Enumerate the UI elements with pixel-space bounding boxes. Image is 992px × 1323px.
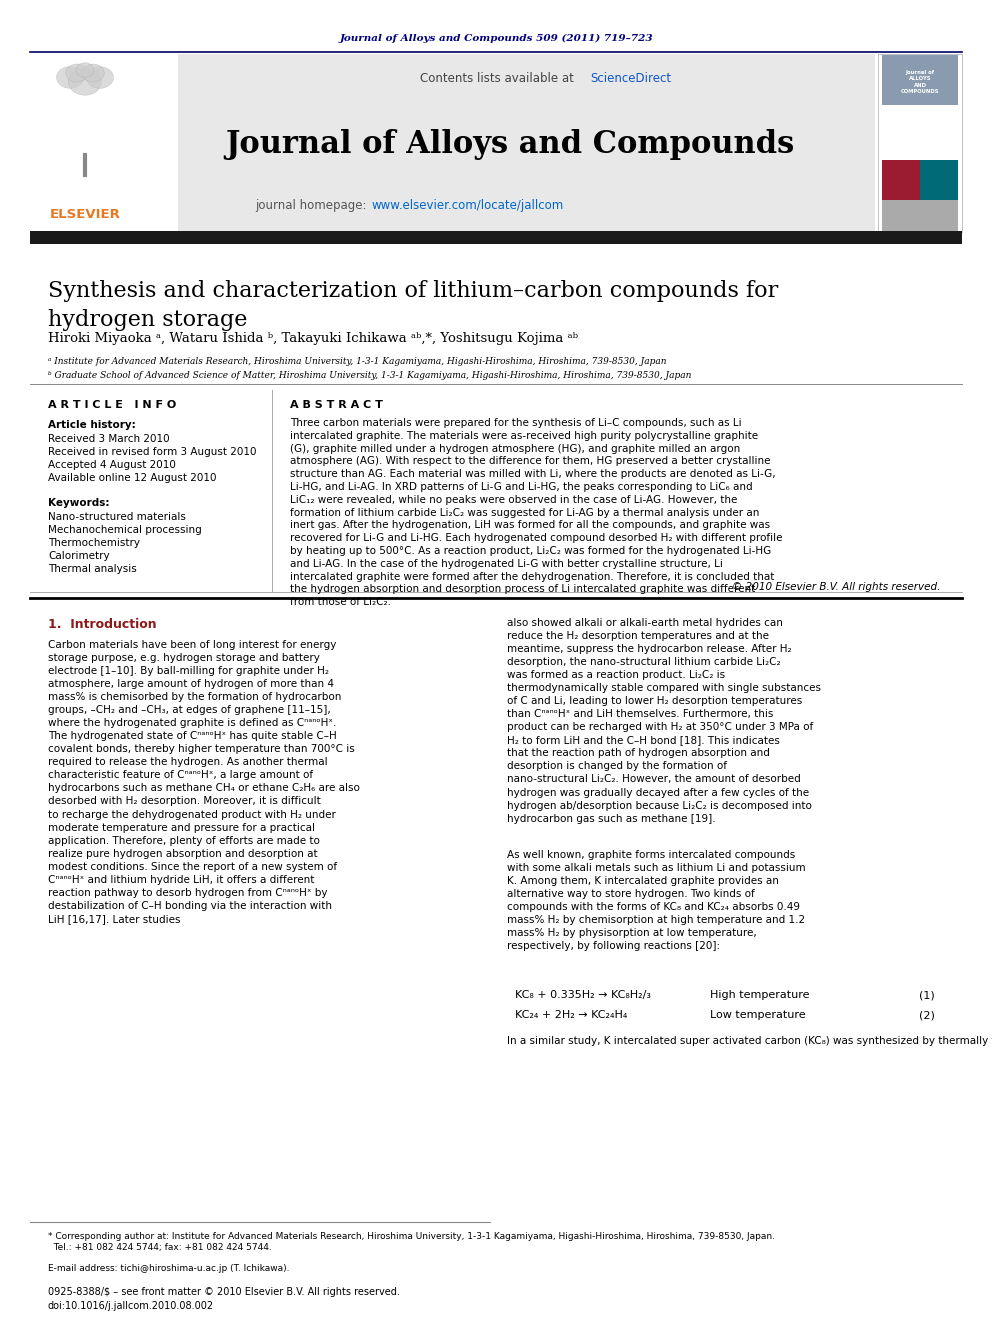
Text: (1): (1) [920, 990, 935, 1000]
Text: (2): (2) [920, 1009, 935, 1020]
Text: E-mail address: tichi@hiroshima-u.ac.jp (T. Ichikawa).: E-mail address: tichi@hiroshima-u.ac.jp … [48, 1263, 290, 1273]
Text: ScienceDirect: ScienceDirect [590, 71, 672, 85]
Text: also showed alkali or alkali-earth metal hydrides can
reduce the H₂ desorption t: also showed alkali or alkali-earth metal… [507, 618, 821, 824]
Text: High temperature: High temperature [710, 990, 809, 1000]
Bar [30, 54, 875, 232]
Bar [878, 54, 962, 232]
Text: Hiroki Miyaoka ᵃ, Wataru Ishida ᵇ, Takayuki Ichikawa ᵃᵇ,*, Yoshitsugu Kojima ᵃᵇ: Hiroki Miyaoka ᵃ, Wataru Ishida ᵇ, Takay… [48, 332, 578, 345]
Text: ᵃ Institute for Advanced Materials Research, Hiroshima University, 1-3-1 Kagamiy: ᵃ Institute for Advanced Materials Resea… [48, 357, 667, 366]
Text: 1.  Introduction: 1. Introduction [48, 618, 157, 631]
Text: Journal of Alloys and Compounds: Journal of Alloys and Compounds [225, 130, 795, 160]
Ellipse shape [81, 64, 104, 82]
Bar [30, 54, 178, 232]
Text: Thermochemistry: Thermochemistry [48, 538, 140, 548]
Text: Carbon materials have been of long interest for energy
storage purpose, e.g. hyd: Carbon materials have been of long inter… [48, 640, 360, 923]
Text: Low temperature: Low temperature [710, 1009, 806, 1020]
Ellipse shape [68, 69, 101, 95]
Text: In a similar study, K intercalated super activated carbon (KC₈) was synthesized : In a similar study, K intercalated super… [507, 1036, 992, 1046]
Text: ELSEVIER: ELSEVIER [50, 209, 120, 221]
Bar [882, 105, 958, 160]
Bar [882, 200, 958, 232]
Bar [30, 232, 962, 243]
Text: A R T I C L E   I N F O: A R T I C L E I N F O [48, 400, 177, 410]
Text: Received 3 March 2010: Received 3 March 2010 [48, 434, 170, 445]
Text: Journal of
ALLOYS
AND
COMPOUNDS: Journal of ALLOYS AND COMPOUNDS [901, 70, 939, 94]
Text: Journal of Alloys and Compounds 509 (2011) 719–723: Journal of Alloys and Compounds 509 (201… [339, 33, 653, 42]
Text: Keywords:: Keywords: [48, 497, 109, 508]
Text: doi:10.1016/j.jallcom.2010.08.002: doi:10.1016/j.jallcom.2010.08.002 [48, 1301, 214, 1311]
Text: journal homepage:: journal homepage: [255, 198, 370, 212]
Text: Mechanochemical processing: Mechanochemical processing [48, 525, 201, 534]
Bar [882, 56, 958, 105]
Text: Three carbon materials were prepared for the synthesis of Li–C compounds, such a: Three carbon materials were prepared for… [290, 418, 783, 607]
Text: Accepted 4 August 2010: Accepted 4 August 2010 [48, 460, 176, 470]
Text: ᵇ Graduate School of Advanced Science of Matter, Hiroshima University, 1-3-1 Kag: ᵇ Graduate School of Advanced Science of… [48, 370, 691, 380]
Ellipse shape [76, 62, 94, 77]
Text: Article history:: Article history: [48, 419, 136, 430]
Text: Available online 12 August 2010: Available online 12 August 2010 [48, 474, 216, 483]
Text: Nano-structured materials: Nano-structured materials [48, 512, 186, 523]
Ellipse shape [57, 66, 83, 89]
Ellipse shape [86, 66, 113, 89]
Text: Calorimetry: Calorimetry [48, 550, 110, 561]
Text: Received in revised form 3 August 2010: Received in revised form 3 August 2010 [48, 447, 257, 456]
Text: KC₂₄ + 2H₂ → KC₂₄H₄: KC₂₄ + 2H₂ → KC₂₄H₄ [515, 1009, 627, 1020]
Text: KC₈ + 0.335H₂ → KC₈H₂/₃: KC₈ + 0.335H₂ → KC₈H₂/₃ [515, 990, 651, 1000]
Text: A B S T R A C T: A B S T R A C T [290, 400, 383, 410]
Text: © 2010 Elsevier B.V. All rights reserved.: © 2010 Elsevier B.V. All rights reserved… [732, 582, 940, 591]
Text: www.elsevier.com/locate/jallcom: www.elsevier.com/locate/jallcom [372, 198, 564, 212]
Text: As well known, graphite forms intercalated compounds
with some alkali metals suc: As well known, graphite forms intercalat… [507, 849, 806, 951]
Text: Synthesis and characterization of lithium–carbon compounds for
hydrogen storage: Synthesis and characterization of lithiu… [48, 280, 779, 331]
Text: Contents lists available at: Contents lists available at [420, 71, 577, 85]
Bar [920, 160, 958, 200]
Text: * Corresponding author at: Institute for Advanced Materials Research, Hiroshima : * Corresponding author at: Institute for… [48, 1232, 775, 1253]
Bar [882, 160, 920, 200]
Text: Thermal analysis: Thermal analysis [48, 564, 137, 574]
Text: 0925-8388/$ – see front matter © 2010 Elsevier B.V. All rights reserved.: 0925-8388/$ – see front matter © 2010 El… [48, 1287, 400, 1297]
Ellipse shape [65, 64, 88, 82]
